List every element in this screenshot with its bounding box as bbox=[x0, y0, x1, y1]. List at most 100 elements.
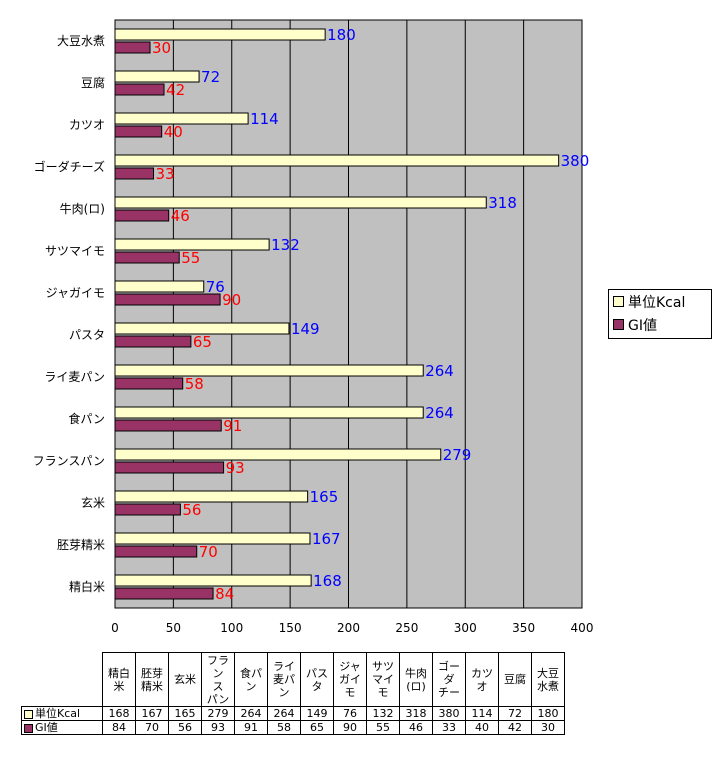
bar-kcal bbox=[114, 238, 270, 251]
data-table: 精白米胚芽 精米 玄米 フランスパン 食パンライ 麦パンパスタジャ ガイモサツ マイモ牛肉 (ロ… bbox=[21, 652, 565, 735]
data-table-cell: 279 bbox=[201, 706, 235, 721]
legend-item-kcal: 単位Kcal bbox=[609, 290, 711, 313]
x-tick-label: 400 bbox=[571, 621, 594, 635]
data-label-gi: 70 bbox=[199, 543, 218, 561]
data-table-cell: 318 bbox=[399, 706, 433, 721]
data-table-cell: 76 bbox=[333, 706, 367, 721]
category-label: 精白米 bbox=[69, 579, 105, 594]
data-label-gi: 56 bbox=[182, 501, 201, 519]
data-table-row-kcal: 単位Kcal 168 167 165 279 264 264 149 76 132 318 380 1… bbox=[21, 706, 565, 721]
bar-kcal bbox=[114, 364, 424, 377]
data-label-gi: 93 bbox=[226, 459, 245, 477]
data-label-gi: 33 bbox=[156, 165, 175, 183]
data-table-series-gi: GI値 bbox=[21, 720, 103, 735]
bar-kcal bbox=[114, 280, 205, 293]
bar-kcal bbox=[114, 406, 424, 419]
data-label-gi: 84 bbox=[215, 585, 234, 603]
data-table-cell: 33 bbox=[432, 720, 466, 735]
bar-gi bbox=[114, 503, 181, 516]
category-label: フランスパン bbox=[33, 454, 105, 468]
bar-kcal bbox=[114, 154, 560, 167]
data-label-kcal: 132 bbox=[271, 236, 300, 254]
category-label: ジャガイモ bbox=[46, 286, 105, 300]
legend: 単位Kcal GI値 bbox=[608, 289, 712, 339]
bar-gi bbox=[114, 293, 221, 306]
data-table-header-cell: 大豆 水煮 bbox=[531, 652, 565, 707]
legend-label-kcal: 単位Kcal bbox=[628, 294, 686, 311]
data-table-cell: 65 bbox=[300, 720, 334, 735]
data-label-kcal: 167 bbox=[312, 530, 341, 548]
category-label: ゴーダチーズ bbox=[34, 159, 105, 174]
data-table-header-cell: 豆腐 bbox=[498, 652, 532, 707]
data-table-header-cell: ジャ ガイモ bbox=[333, 652, 367, 707]
bar-kcal bbox=[114, 28, 326, 41]
data-table-cell: 167 bbox=[135, 706, 169, 721]
data-table-corner bbox=[22, 653, 103, 707]
data-table-cell: 149 bbox=[300, 706, 334, 721]
data-table-header-cell: 精白米 bbox=[102, 652, 136, 707]
data-label-kcal: 279 bbox=[443, 446, 472, 464]
data-label-kcal: 264 bbox=[425, 362, 454, 380]
bars bbox=[114, 28, 560, 600]
category-label: ライ麦パン bbox=[44, 370, 105, 384]
bar-gi bbox=[114, 125, 163, 138]
bar-kcal bbox=[114, 196, 487, 209]
data-table-cell: 46 bbox=[399, 720, 433, 735]
bar-kcal bbox=[114, 532, 311, 545]
data-table-cell: 72 bbox=[498, 706, 532, 721]
data-table-series-kcal: 単位Kcal bbox=[21, 706, 103, 721]
data-table-cell: 55 bbox=[366, 720, 400, 735]
data-label-kcal: 114 bbox=[250, 110, 279, 128]
data-table-cell: 40 bbox=[465, 720, 499, 735]
bar-kcal bbox=[114, 574, 312, 587]
bar-gi bbox=[114, 545, 198, 558]
data-label-kcal: 168 bbox=[313, 572, 342, 590]
x-tick-label: 250 bbox=[395, 621, 418, 635]
bar-gi bbox=[114, 251, 180, 264]
data-table-cell: 30 bbox=[531, 720, 565, 735]
legend-item-gi: GI値 bbox=[609, 313, 711, 336]
bar-gi bbox=[114, 167, 155, 180]
data-label-gi: 40 bbox=[164, 123, 183, 141]
data-label-gi: 65 bbox=[193, 333, 212, 351]
data-label-kcal: 380 bbox=[561, 152, 590, 170]
data-table-cell: 58 bbox=[267, 720, 301, 735]
category-label: サツマイモ bbox=[45, 244, 105, 258]
data-table-cell: 380 bbox=[432, 706, 466, 721]
x-tick-label: 300 bbox=[454, 621, 477, 635]
data-label-gi: 58 bbox=[185, 375, 204, 393]
data-table-series-label: GI値 bbox=[35, 721, 58, 734]
data-label-gi: 91 bbox=[223, 417, 242, 435]
data-label-gi: 30 bbox=[152, 39, 171, 57]
data-label-gi: 55 bbox=[181, 249, 200, 267]
data-table-header-cell: 胚芽 精米 bbox=[135, 652, 169, 707]
bar-kcal bbox=[114, 70, 200, 83]
data-label-gi: 46 bbox=[171, 207, 190, 225]
data-table-cell: 90 bbox=[333, 720, 367, 735]
category-label: パスタ bbox=[69, 328, 105, 342]
x-tick-label: 350 bbox=[512, 621, 535, 635]
data-table-header-cell: 食パン bbox=[234, 652, 268, 707]
data-table-cell: 114 bbox=[465, 706, 499, 721]
data-label-gi: 90 bbox=[222, 291, 241, 309]
bar-gi bbox=[114, 83, 165, 96]
category-label: 食パン bbox=[68, 411, 105, 426]
data-table-cell: 264 bbox=[267, 706, 301, 721]
data-table-cell: 168 bbox=[102, 706, 136, 721]
bar-kcal bbox=[114, 322, 290, 335]
data-table-row-gi: GI値 84 70 56 93 91 58 65 90 55 46 33 40 42 30 bbox=[21, 720, 565, 735]
category-label: 玄米 bbox=[81, 495, 105, 510]
x-tick-labels: 0 50 100 150 200 250 300 350 400 bbox=[111, 621, 593, 635]
bar-gi bbox=[114, 41, 151, 54]
data-table-header-cell: ライ 麦パン bbox=[267, 652, 301, 707]
data-table-cell: 56 bbox=[168, 720, 202, 735]
x-tick-label: 50 bbox=[166, 621, 181, 635]
x-tick-label: 200 bbox=[337, 621, 360, 635]
category-label: 胚芽精米 bbox=[57, 538, 105, 552]
data-table-cell: 264 bbox=[234, 706, 268, 721]
bar-gi bbox=[114, 377, 184, 390]
data-label-kcal: 318 bbox=[488, 194, 517, 212]
bar-gi bbox=[114, 335, 192, 348]
